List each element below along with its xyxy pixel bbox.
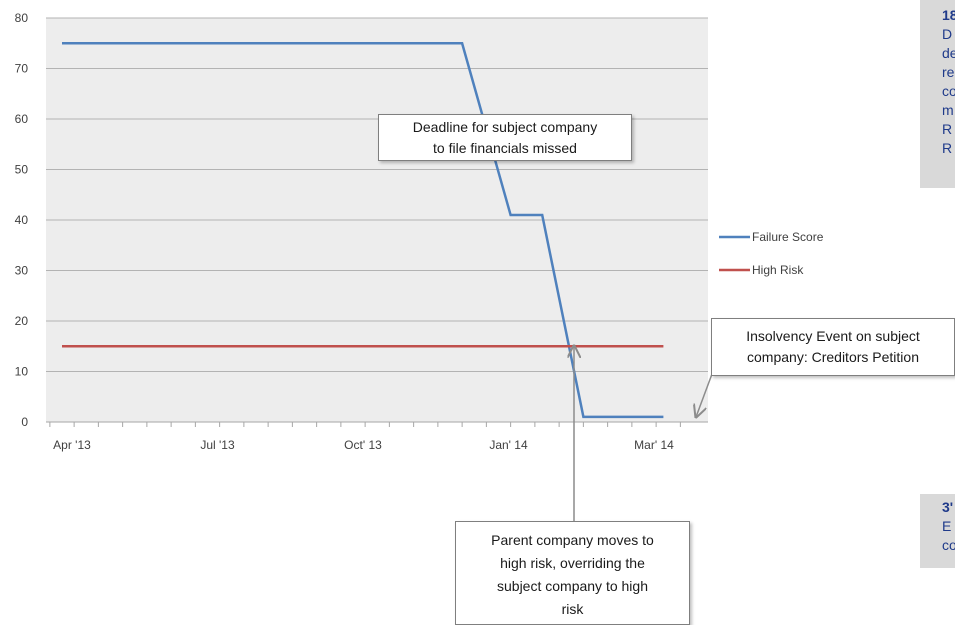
legend-label-high-risk: High Risk [752,263,804,277]
side-panel-top-line: R [942,140,953,156]
side-panel-top-line: D [942,26,953,42]
callout-parent-line-1: Parent company moves to [491,532,654,548]
side-panel-top-line: R [942,121,953,137]
side-panel-top-line: re [942,64,955,80]
callout-insolvency-line-2: company: Creditors Petition [747,349,919,365]
side-panel-top-line: co [942,83,955,99]
side-panel-top-line: de [942,45,955,61]
series-line-failure-score [62,42,664,419]
callout-parent-line-4: risk [561,601,584,617]
side-panel-top-line: m [942,102,954,118]
x-axis-ticks: Apr '13 Jul '13 Oct' 13 Jan' 14 Mar' 14 [49,422,681,452]
callout-parent-high-risk: Parent company moves to high risk, overr… [455,521,690,625]
legend-label-failure-score: Failure Score [752,230,824,244]
x-tick-label: Mar' 14 [634,438,674,452]
side-panel-top: 18 D de re co m R R [920,0,955,188]
callout-deadline-line-1: Deadline for subject company [412,119,598,135]
gridlines [46,17,708,372]
x-tick-label: Apr '13 [53,438,91,452]
y-axis-ticks: 0 10 20 30 40 50 60 70 80 [15,11,29,429]
callout-parent-line-3: subject company to high [497,578,648,594]
callout-deadline-line-2: to file financials missed [433,140,577,156]
x-tick-label: Jul '13 [200,438,235,452]
legend: Failure Score High Risk [719,230,824,277]
side-panel-bottom-line: E [942,518,952,534]
insolvency-arrow [696,373,713,417]
y-tick-label: 20 [15,314,29,328]
x-tick-label: Jan' 14 [489,438,528,452]
callout-insolvency-line-1: Insolvency Event on subject [746,328,920,344]
y-tick-label: 30 [15,264,29,278]
y-tick-label: 40 [15,213,29,227]
callout-deadline-missed: Deadline for subject company to file fin… [378,114,632,161]
x-tick-label: Oct' 13 [344,438,382,452]
y-tick-label: 10 [15,365,29,379]
callout-parent-line-2: high risk, overriding the [500,555,645,571]
side-panel-bottom-title: 3' [942,499,954,515]
side-panel-bottom-line: co [942,537,955,553]
callout-insolvency-event: Insolvency Event on subject company: Cre… [711,318,955,376]
side-panel-bottom: 3' E co [920,494,955,568]
series-layer [62,42,664,419]
y-tick-label: 70 [15,62,29,76]
side-panel-top-title: 18 [942,7,955,23]
y-tick-label: 0 [21,415,28,429]
y-tick-label: 60 [15,112,29,126]
y-tick-label: 50 [15,163,29,177]
y-tick-label: 80 [15,11,29,25]
